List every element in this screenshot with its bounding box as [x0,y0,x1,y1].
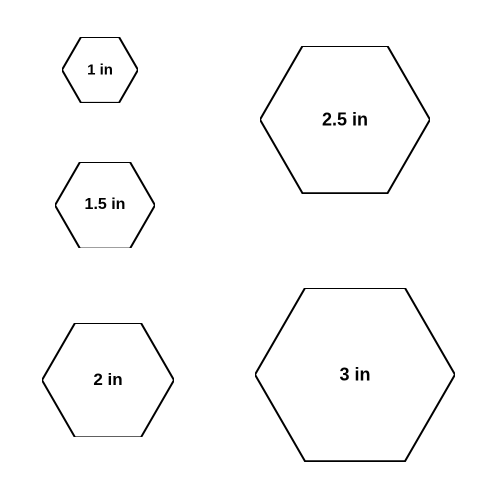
hex-3in: 3 in [255,288,455,461]
hex-2-5in: 2.5 in [260,46,430,193]
hex-label: 1 in [87,61,113,78]
hex-label: 2.5 in [322,109,368,130]
hex-label: 1.5 in [85,196,126,214]
hex-label: 3 in [339,364,370,385]
hex-1in: 1 in [62,37,138,103]
hex-2in: 2 in [42,323,174,437]
hex-label: 2 in [93,370,122,390]
hex-1-5in: 1.5 in [55,162,155,249]
